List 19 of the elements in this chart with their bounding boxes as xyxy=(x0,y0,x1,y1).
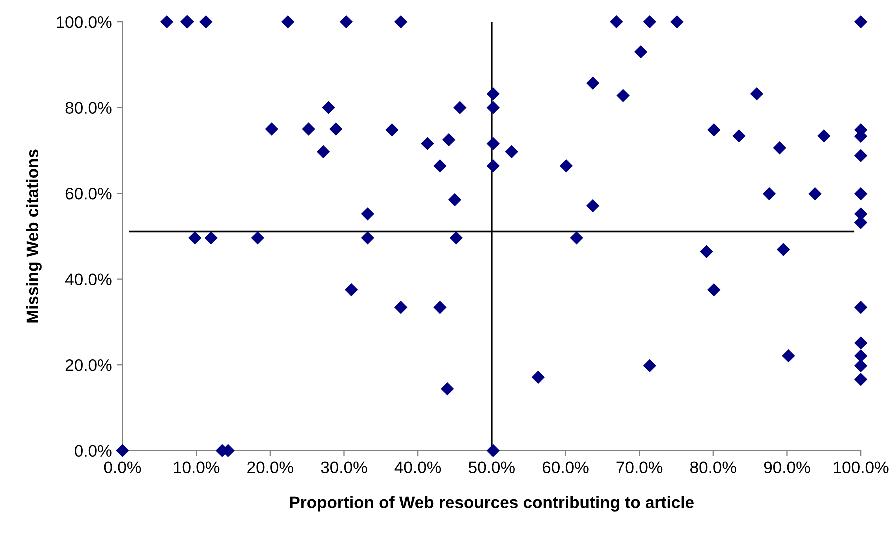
y-tick-label: 60.0% xyxy=(66,188,112,200)
y-tick-label: 100.0% xyxy=(57,16,112,28)
x-tick-label: 80.0% xyxy=(690,462,736,474)
y-axis-title: Missing Web citations xyxy=(26,150,42,323)
x-tick-label: 90.0% xyxy=(764,462,810,474)
x-tick-label: 50.0% xyxy=(468,462,515,474)
x-tick-label: 100.0% xyxy=(834,462,889,474)
y-tick-label: 80.0% xyxy=(66,102,112,114)
x-tick-label: 60.0% xyxy=(542,462,589,474)
y-tick-label: 0.0% xyxy=(75,445,112,458)
x-tick-label: 0.0% xyxy=(104,462,142,474)
x-tick-label: 40.0% xyxy=(394,462,442,474)
x-tick-label: 10.0% xyxy=(174,462,220,474)
x-axis-title: Proportion of Web resources contributing to article xyxy=(290,496,694,512)
x-tick-label: 70.0% xyxy=(616,462,663,474)
x-tick-label: 20.0% xyxy=(248,462,294,474)
y-tick-label: 40.0% xyxy=(65,274,112,286)
x-tick-label: 30.0% xyxy=(321,462,368,474)
y-tick-label: 20.0% xyxy=(66,359,112,372)
